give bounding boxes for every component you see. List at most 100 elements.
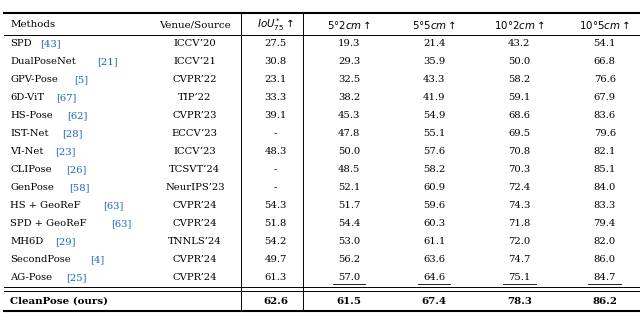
Text: [63]: [63] xyxy=(111,219,131,228)
Text: 29.3: 29.3 xyxy=(338,57,360,67)
Text: CVPR’24: CVPR’24 xyxy=(173,273,217,282)
Text: 52.1: 52.1 xyxy=(338,183,360,192)
Text: [43]: [43] xyxy=(40,39,61,49)
Text: -: - xyxy=(274,165,277,174)
Text: 21.4: 21.4 xyxy=(423,39,445,49)
Text: CleanPose (ours): CleanPose (ours) xyxy=(10,297,108,306)
Text: NeurIPS’23: NeurIPS’23 xyxy=(165,183,225,192)
Text: DualPoseNet: DualPoseNet xyxy=(10,57,76,67)
Text: 78.3: 78.3 xyxy=(507,297,532,306)
Text: [63]: [63] xyxy=(103,201,124,210)
Text: 61.5: 61.5 xyxy=(337,297,362,306)
Text: 27.5: 27.5 xyxy=(264,39,287,49)
Text: HS + GeoReF: HS + GeoReF xyxy=(10,201,81,210)
Text: 76.6: 76.6 xyxy=(594,75,616,85)
Text: 41.9: 41.9 xyxy=(423,93,445,103)
Text: -: - xyxy=(274,183,277,192)
Text: 54.1: 54.1 xyxy=(593,39,616,49)
Text: 35.9: 35.9 xyxy=(423,57,445,67)
Text: $10°5cm{\uparrow}$: $10°5cm{\uparrow}$ xyxy=(579,19,630,31)
Text: 57.0: 57.0 xyxy=(338,273,360,282)
Text: 51.7: 51.7 xyxy=(338,201,360,210)
Text: 84.0: 84.0 xyxy=(594,183,616,192)
Text: -: - xyxy=(274,129,277,139)
Text: 71.8: 71.8 xyxy=(508,219,531,228)
Text: 49.7: 49.7 xyxy=(264,255,287,264)
Text: SPD: SPD xyxy=(10,39,32,49)
Text: [25]: [25] xyxy=(67,273,87,282)
Text: 74.7: 74.7 xyxy=(508,255,531,264)
Text: TCSVT’24: TCSVT’24 xyxy=(169,165,221,174)
Text: TNNLS’24: TNNLS’24 xyxy=(168,237,221,246)
Text: 83.3: 83.3 xyxy=(594,201,616,210)
Text: [67]: [67] xyxy=(56,93,77,103)
Text: 68.6: 68.6 xyxy=(508,111,531,121)
Text: 79.6: 79.6 xyxy=(594,129,616,139)
Text: 30.8: 30.8 xyxy=(264,57,287,67)
Text: ECCV’23: ECCV’23 xyxy=(172,129,218,139)
Text: 82.1: 82.1 xyxy=(594,147,616,157)
Text: 72.4: 72.4 xyxy=(508,183,531,192)
Text: CLIPose: CLIPose xyxy=(10,165,52,174)
Text: 59.1: 59.1 xyxy=(508,93,531,103)
Text: 74.3: 74.3 xyxy=(508,201,531,210)
Text: 67.9: 67.9 xyxy=(594,93,616,103)
Text: $5°2cm{\uparrow}$: $5°2cm{\uparrow}$ xyxy=(327,19,371,31)
Text: VI-Net: VI-Net xyxy=(10,147,44,157)
Text: [58]: [58] xyxy=(68,183,89,192)
Text: CVPR’22: CVPR’22 xyxy=(173,75,217,85)
Text: 54.9: 54.9 xyxy=(423,111,445,121)
Text: 63.6: 63.6 xyxy=(423,255,445,264)
Text: 79.4: 79.4 xyxy=(594,219,616,228)
Text: 66.8: 66.8 xyxy=(594,57,616,67)
Text: 69.5: 69.5 xyxy=(508,129,531,139)
Text: 55.1: 55.1 xyxy=(423,129,445,139)
Text: 58.2: 58.2 xyxy=(423,165,445,174)
Text: CVPR’24: CVPR’24 xyxy=(173,219,217,228)
Text: 56.2: 56.2 xyxy=(338,255,360,264)
Text: Venue/Source: Venue/Source xyxy=(159,20,230,29)
Text: 57.6: 57.6 xyxy=(423,147,445,157)
Text: 32.5: 32.5 xyxy=(338,75,360,85)
Text: 82.0: 82.0 xyxy=(594,237,616,246)
Text: 75.1: 75.1 xyxy=(508,273,531,282)
Text: 48.5: 48.5 xyxy=(338,165,360,174)
Text: 53.0: 53.0 xyxy=(338,237,360,246)
Text: HS-Pose: HS-Pose xyxy=(10,111,53,121)
Text: TIP’22: TIP’22 xyxy=(178,93,212,103)
Text: [62]: [62] xyxy=(67,111,88,121)
Text: 72.0: 72.0 xyxy=(508,237,531,246)
Text: 64.6: 64.6 xyxy=(423,273,445,282)
Text: [26]: [26] xyxy=(66,165,86,174)
Text: CVPR’24: CVPR’24 xyxy=(173,255,217,264)
Text: [5]: [5] xyxy=(74,75,88,85)
Text: 33.3: 33.3 xyxy=(264,93,287,103)
Text: ICCV’23: ICCV’23 xyxy=(173,147,216,157)
Text: 86.2: 86.2 xyxy=(593,297,617,306)
Text: [29]: [29] xyxy=(55,237,76,246)
Text: $IoU^*_{75}{\uparrow}$: $IoU^*_{75}{\uparrow}$ xyxy=(257,16,294,33)
Text: 19.3: 19.3 xyxy=(338,39,360,49)
Text: IST-Net: IST-Net xyxy=(10,129,49,139)
Text: AG-Pose: AG-Pose xyxy=(10,273,52,282)
Text: [28]: [28] xyxy=(62,129,83,139)
Text: 60.9: 60.9 xyxy=(423,183,445,192)
Text: GPV-Pose: GPV-Pose xyxy=(10,75,58,85)
Text: GenPose: GenPose xyxy=(10,183,54,192)
Text: Methods: Methods xyxy=(10,20,56,29)
Text: SecondPose: SecondPose xyxy=(10,255,71,264)
Text: [4]: [4] xyxy=(90,255,105,264)
Text: 59.6: 59.6 xyxy=(423,201,445,210)
Text: 50.0: 50.0 xyxy=(508,57,531,67)
Text: 54.3: 54.3 xyxy=(264,201,287,210)
Text: CVPR’24: CVPR’24 xyxy=(173,201,217,210)
Text: 39.1: 39.1 xyxy=(264,111,287,121)
Text: 70.3: 70.3 xyxy=(508,165,531,174)
Text: 54.2: 54.2 xyxy=(264,237,287,246)
Text: ICCV’20: ICCV’20 xyxy=(173,39,216,49)
Text: [23]: [23] xyxy=(55,147,76,157)
Text: 6D-ViT: 6D-ViT xyxy=(10,93,44,103)
Text: MH6D: MH6D xyxy=(10,237,44,246)
Text: 48.3: 48.3 xyxy=(264,147,287,157)
Text: [21]: [21] xyxy=(97,57,118,67)
